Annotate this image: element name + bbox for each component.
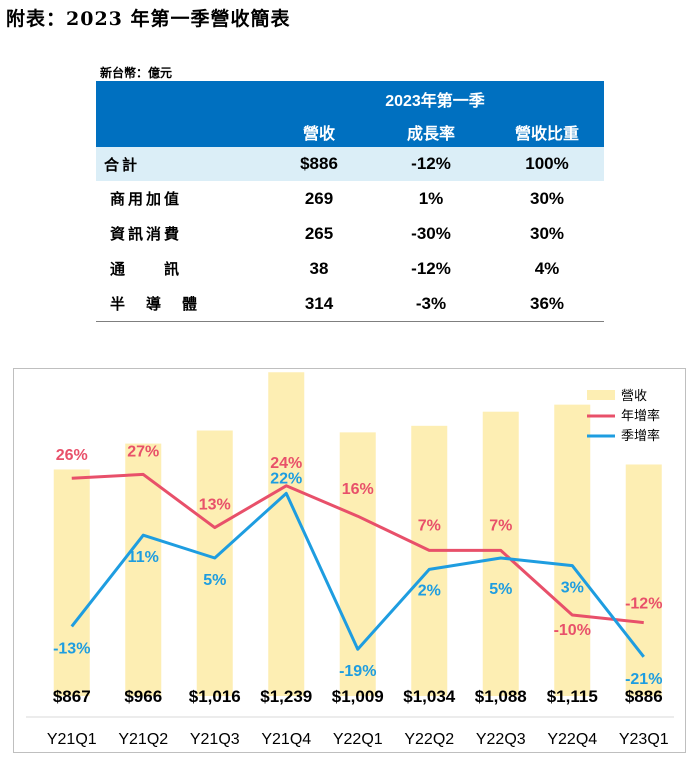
- page-title: 附表：2023 年第一季營收簡表: [6, 8, 291, 30]
- x-tick-label: Y22Q3: [476, 731, 526, 748]
- x-tick-label: Y22Q2: [404, 731, 454, 748]
- revenue-label: $1,016: [189, 687, 241, 706]
- bar-Y21Q1: [53, 469, 90, 696]
- cell-revenue: 265: [304, 223, 334, 243]
- yoy-label: 13%: [199, 497, 231, 514]
- bar-Y21Q2: [125, 443, 162, 696]
- x-tick-label: Y21Q3: [190, 731, 240, 748]
- cell-share: 4%: [534, 258, 560, 278]
- revenue-label: $1,009: [332, 687, 384, 706]
- legend-label: 年增率: [621, 408, 660, 423]
- cell-revenue: 38: [309, 258, 329, 278]
- bar-Y21Q4: [268, 372, 305, 696]
- row-name: 通 訊: [110, 260, 183, 278]
- cell-share: 100%: [490, 147, 604, 181]
- x-tick-label: Y21Q4: [261, 731, 311, 748]
- bar-Y22Q1: [339, 432, 376, 696]
- qoq-label: 3%: [561, 580, 584, 597]
- qoq-label: -13%: [53, 640, 90, 657]
- bar-Y22Q2: [411, 425, 448, 696]
- row-name: 半 導 體: [96, 286, 266, 322]
- qoq-label: 22%: [270, 470, 302, 487]
- cell-share: 30%: [529, 223, 565, 243]
- cell-growth: -3%: [372, 286, 490, 322]
- revenue-label: $1,088: [475, 687, 527, 706]
- bar-Y23Q1: [625, 464, 662, 696]
- yoy-line: [71, 472, 644, 625]
- bar-Y22Q4: [554, 404, 591, 696]
- x-tick-label: Y23Q1: [619, 731, 669, 748]
- qoq-label: -19%: [339, 663, 376, 680]
- revenue-label: $1,115: [547, 687, 598, 706]
- row-name: 商用加值: [110, 190, 183, 208]
- x-tick-label: Y22Q4: [547, 731, 597, 748]
- legend-label: 季增率: [621, 428, 660, 443]
- cell-revenue: 269: [304, 188, 334, 208]
- revenue-label: $1,034: [403, 687, 456, 706]
- total-row: 合計 $886 -12% 100%: [96, 147, 604, 181]
- summary-table: 2023年第一季 營收 成長率 營收比重 合計 $886 -12% 100% 商…: [96, 81, 604, 322]
- qoq-label: 5%: [203, 572, 226, 589]
- cell-growth: 1%: [418, 188, 444, 208]
- table-row: 通 訊 38 -12% 4%: [96, 251, 604, 286]
- row-name: 合計: [96, 147, 266, 181]
- revenue-label: $867: [53, 687, 91, 706]
- cell-share: 36%: [490, 286, 604, 322]
- qoq-line: [70, 491, 645, 658]
- qoq-label: 11%: [128, 549, 159, 566]
- yoy-label: 24%: [270, 455, 302, 472]
- yoy-label: 27%: [127, 443, 159, 460]
- revenue-label: $1,239: [260, 687, 312, 706]
- table-row: 半 導 體 314 -3% 36%: [96, 286, 604, 322]
- yoy-label: 26%: [56, 447, 88, 464]
- row-name: 資訊消費: [110, 225, 183, 243]
- header-empty: [96, 117, 266, 147]
- yoy-label: 16%: [342, 481, 374, 498]
- cell-revenue: $886: [266, 147, 372, 181]
- x-tick-label: Y21Q1: [47, 731, 97, 748]
- bar-Y22Q3: [482, 411, 519, 696]
- x-tick-label: Y22Q1: [333, 731, 383, 748]
- cell-share: 30%: [529, 188, 565, 208]
- qoq-label: -21%: [625, 671, 662, 688]
- x-tick-label: Y21Q2: [118, 731, 168, 748]
- revenue-label: $966: [124, 687, 162, 706]
- column-header-revenue: 營收: [302, 126, 335, 143]
- table-row: 商用加值 269 1% 30%: [96, 181, 604, 216]
- bar-Y21Q3: [196, 430, 233, 696]
- cell-revenue: 314: [266, 286, 372, 322]
- cell-growth: -12%: [372, 147, 490, 181]
- yoy-label: -12%: [625, 596, 662, 613]
- revenue-growth-chart: 26% 27% 13% 24% 16% 7% 7% -10% -12% -13% 11% 5% 22% -…: [26, 372, 674, 748]
- yoy-label: 7%: [489, 517, 512, 534]
- column-header-share: 營收比重: [514, 126, 579, 143]
- yoy-label: 7%: [418, 517, 441, 534]
- chart-container: 26% 27% 13% 24% 16% 7% 7% -10% -12% -13% 11% 5% 22% -…: [13, 368, 686, 753]
- legend-label: 營收: [621, 388, 647, 403]
- column-header-growth: 成長率: [406, 126, 455, 143]
- legend-swatch-revenue: [587, 390, 615, 400]
- cell-growth: -30%: [411, 223, 451, 243]
- group-header: 2023年第一季: [385, 93, 485, 110]
- qoq-label: 5%: [489, 581, 512, 598]
- qoq-label: 2%: [418, 582, 441, 599]
- table-row: 資訊消費 265 -30% 30%: [96, 216, 604, 251]
- cell-growth: -12%: [411, 258, 451, 278]
- header-empty: [96, 81, 266, 117]
- revenue-label: $886: [625, 687, 663, 706]
- yoy-label: -10%: [554, 622, 591, 639]
- unit-label: 新台幣：億元: [100, 66, 173, 80]
